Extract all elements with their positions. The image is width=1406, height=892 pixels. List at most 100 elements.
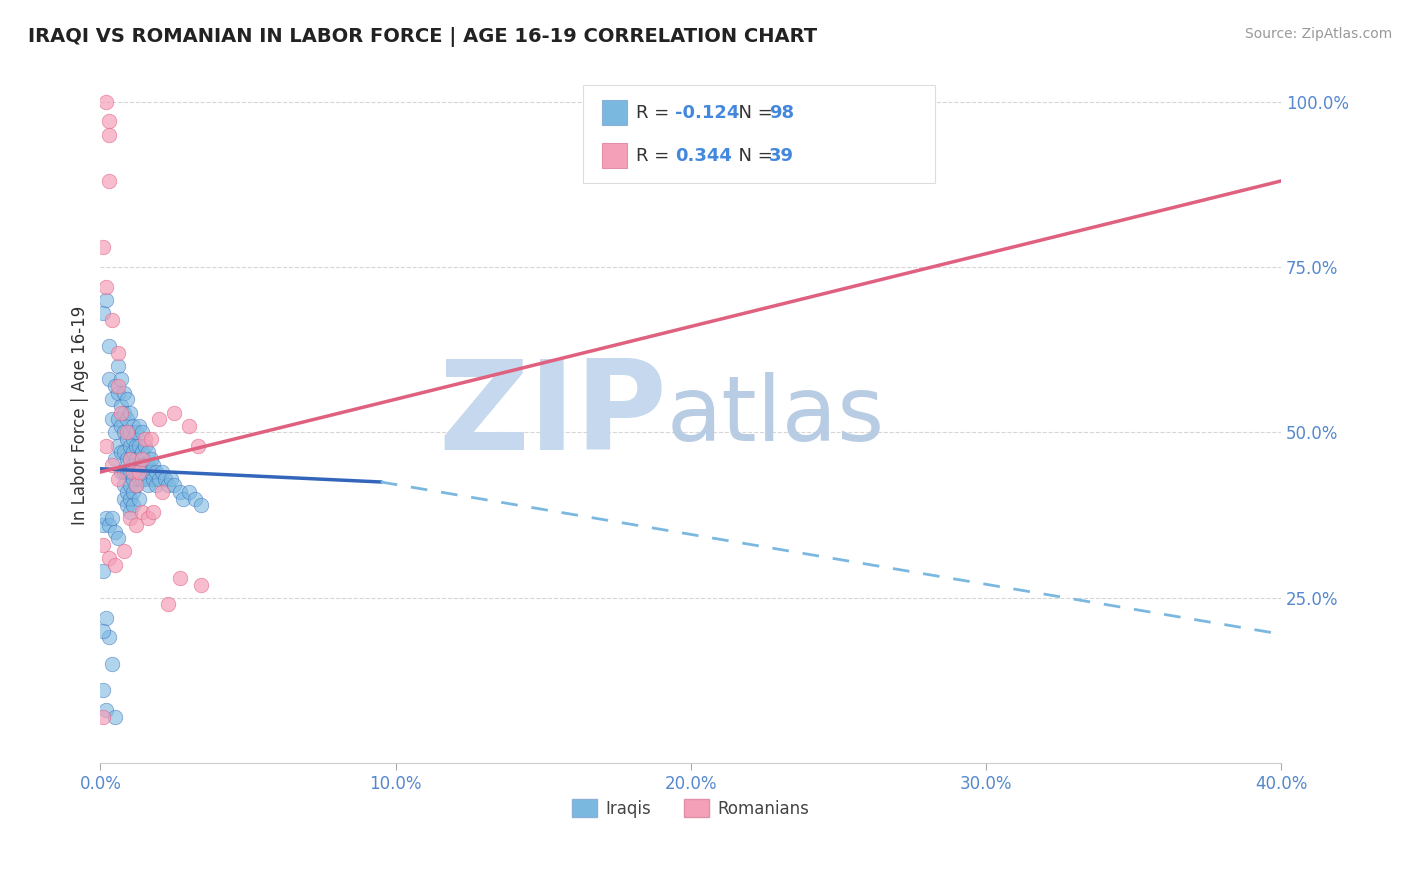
Text: Source: ZipAtlas.com: Source: ZipAtlas.com bbox=[1244, 27, 1392, 41]
Point bbox=[121, 472, 143, 486]
Point bbox=[96, 439, 118, 453]
Point bbox=[125, 451, 148, 466]
Point bbox=[134, 432, 156, 446]
Point bbox=[157, 478, 180, 492]
Point bbox=[118, 465, 141, 479]
Point bbox=[91, 683, 114, 698]
Point bbox=[110, 445, 132, 459]
Point bbox=[131, 445, 153, 459]
Point bbox=[125, 478, 148, 492]
Text: R =: R = bbox=[636, 147, 675, 165]
Point bbox=[121, 418, 143, 433]
Point bbox=[107, 412, 129, 426]
Point bbox=[110, 418, 132, 433]
Point bbox=[118, 425, 141, 440]
Point bbox=[91, 240, 114, 254]
Point bbox=[110, 372, 132, 386]
Point bbox=[134, 439, 156, 453]
Point bbox=[96, 95, 118, 109]
Point bbox=[187, 439, 209, 453]
Point bbox=[125, 478, 148, 492]
Text: atlas: atlas bbox=[666, 372, 886, 459]
Point bbox=[107, 346, 129, 360]
Point bbox=[98, 518, 121, 533]
Point bbox=[96, 280, 118, 294]
Point bbox=[121, 458, 143, 473]
Point bbox=[112, 445, 135, 459]
Point bbox=[98, 372, 121, 386]
Point bbox=[121, 484, 143, 499]
Point bbox=[98, 114, 121, 128]
Point bbox=[177, 484, 200, 499]
Point bbox=[125, 425, 148, 440]
Point bbox=[91, 538, 114, 552]
Point bbox=[150, 465, 173, 479]
Point bbox=[142, 505, 165, 519]
Point bbox=[163, 405, 186, 419]
Point bbox=[121, 465, 143, 479]
Point bbox=[98, 128, 121, 142]
Text: -0.124: -0.124 bbox=[675, 104, 740, 122]
Point bbox=[131, 472, 153, 486]
Point bbox=[134, 472, 156, 486]
Point bbox=[96, 703, 118, 717]
Point bbox=[184, 491, 207, 506]
Point bbox=[112, 491, 135, 506]
Point bbox=[104, 558, 127, 572]
Point bbox=[101, 412, 124, 426]
Point bbox=[128, 458, 150, 473]
Point bbox=[101, 313, 124, 327]
Point bbox=[136, 458, 159, 473]
Point bbox=[118, 505, 141, 519]
Point bbox=[118, 491, 141, 506]
Point bbox=[112, 544, 135, 558]
Point bbox=[98, 631, 121, 645]
Point bbox=[139, 465, 162, 479]
Text: N =: N = bbox=[727, 104, 779, 122]
Text: N =: N = bbox=[727, 147, 779, 165]
Point bbox=[98, 174, 121, 188]
Point bbox=[136, 478, 159, 492]
Point bbox=[96, 511, 118, 525]
Point bbox=[150, 484, 173, 499]
Point bbox=[118, 439, 141, 453]
Point bbox=[91, 564, 114, 578]
Point bbox=[131, 425, 153, 440]
Point bbox=[136, 445, 159, 459]
Point bbox=[121, 498, 143, 512]
Point bbox=[125, 518, 148, 533]
Point bbox=[128, 472, 150, 486]
Text: IRAQI VS ROMANIAN IN LABOR FORCE | AGE 16-19 CORRELATION CHART: IRAQI VS ROMANIAN IN LABOR FORCE | AGE 1… bbox=[28, 27, 817, 46]
Text: ZIP: ZIP bbox=[439, 355, 666, 476]
Point bbox=[118, 451, 141, 466]
Point bbox=[121, 445, 143, 459]
Point bbox=[128, 439, 150, 453]
Point bbox=[101, 458, 124, 473]
Point bbox=[139, 451, 162, 466]
Point bbox=[148, 472, 170, 486]
Point bbox=[142, 458, 165, 473]
Point bbox=[148, 412, 170, 426]
Point bbox=[118, 405, 141, 419]
Point bbox=[115, 425, 138, 440]
Point bbox=[107, 385, 129, 400]
Point bbox=[172, 491, 194, 506]
Point bbox=[110, 399, 132, 413]
Point bbox=[115, 451, 138, 466]
Point bbox=[104, 451, 127, 466]
Point bbox=[125, 465, 148, 479]
Point bbox=[107, 359, 129, 374]
Point bbox=[115, 465, 138, 479]
Point bbox=[98, 551, 121, 566]
Point bbox=[169, 571, 191, 585]
Point bbox=[128, 491, 150, 506]
Point bbox=[142, 472, 165, 486]
Point bbox=[190, 498, 212, 512]
Point bbox=[131, 458, 153, 473]
Point bbox=[91, 710, 114, 724]
Point bbox=[104, 379, 127, 393]
Point bbox=[107, 472, 129, 486]
Y-axis label: In Labor Force | Age 16-19: In Labor Force | Age 16-19 bbox=[72, 306, 89, 525]
Point bbox=[157, 598, 180, 612]
Point bbox=[155, 472, 177, 486]
